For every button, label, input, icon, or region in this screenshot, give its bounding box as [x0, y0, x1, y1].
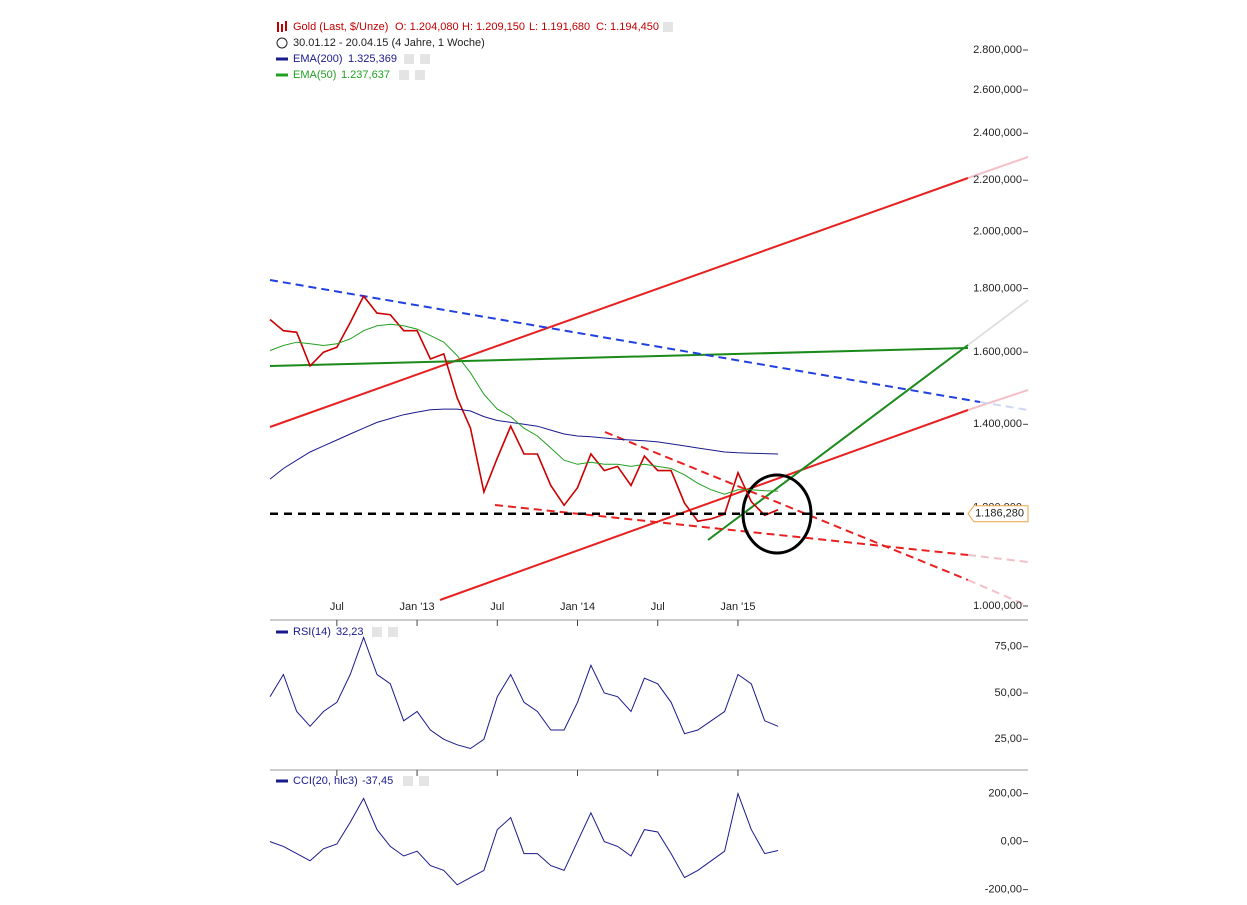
trend-line	[604, 431, 969, 581]
icon-part	[281, 24, 283, 32]
trend-line	[494, 504, 969, 556]
legend-value: 1.325,369	[348, 53, 397, 65]
ohlc-label: L: 1.191,680	[529, 21, 590, 33]
indicator-value: -37,45	[362, 775, 393, 787]
indicator-value: 32,23	[336, 626, 364, 638]
trend-lines	[269, 156, 1029, 607]
trend-line	[269, 177, 969, 428]
y-tick-label: 25,00	[994, 733, 1022, 745]
ema-line	[269, 323, 779, 495]
trend-line	[707, 344, 969, 541]
trend-line	[269, 279, 981, 403]
cci-line	[269, 791, 779, 886]
close-icon[interactable]	[388, 627, 398, 637]
icon-part	[285, 21, 287, 31]
x-tick-label: Jul	[651, 601, 665, 613]
clock-icon	[276, 37, 288, 49]
y-tick-label: 75,00	[994, 641, 1022, 653]
x-tick-label: Jan '13	[399, 601, 434, 613]
highlight-circle	[741, 473, 813, 555]
y-tick-label: 2.600,000	[973, 84, 1022, 96]
close-icon[interactable]	[420, 54, 430, 64]
x-tick-label: Jan '15	[720, 601, 755, 613]
indicator-label: CCI(20, hlc3)	[293, 775, 358, 787]
current-price-box	[967, 505, 1029, 523]
settings-icon[interactable]	[663, 22, 673, 32]
legend-value: 1.237,637	[341, 69, 390, 81]
y-tick-label: 1.800,000	[973, 282, 1022, 294]
trend-line	[967, 554, 1029, 563]
instrument-title: Gold (Last, $/Unze)	[293, 21, 388, 33]
current-price-label: 1.186,280	[975, 508, 1024, 520]
y-tick-label: -200,00	[985, 884, 1022, 896]
settings-icon[interactable]	[372, 627, 382, 637]
y-tick-label: 1.400,000	[973, 418, 1022, 430]
indicator-label: RSI(14)	[293, 626, 331, 638]
y-tick-label: 50,00	[994, 687, 1022, 699]
y-tick-label: 1.000,000	[973, 600, 1022, 612]
trend-line	[967, 156, 1029, 179]
close-icon[interactable]	[419, 776, 429, 786]
ohlc-label: H: 1.209,150	[462, 21, 525, 33]
trend-line	[967, 299, 1029, 346]
settings-icon[interactable]	[404, 54, 414, 64]
legend-label: EMA(50)	[293, 69, 336, 81]
x-tick-label: Jan '14	[560, 601, 595, 613]
y-tick-label: 200,00	[988, 788, 1022, 800]
trend-line	[979, 401, 1029, 411]
legend-label: EMA(200)	[293, 53, 343, 65]
icon-part	[277, 22, 279, 32]
y-tick-label: 2.800,000	[973, 44, 1022, 56]
y-tick-label: 2.400,000	[973, 127, 1022, 139]
trend-line	[967, 389, 1029, 411]
trend-line	[439, 409, 969, 601]
instrument-icon	[277, 21, 287, 32]
trend-line	[967, 579, 1029, 607]
ohlc-label: C: 1.194,450	[596, 21, 659, 33]
rsi-line	[269, 636, 779, 750]
settings-icon[interactable]	[403, 776, 413, 786]
x-tick-label: Jul	[490, 601, 504, 613]
y-tick-label: 2.200,000	[973, 174, 1022, 186]
ema-line	[269, 408, 779, 480]
price-line	[269, 294, 779, 523]
y-tick-label: 1.600,000	[973, 346, 1022, 358]
period-label: 30.01.12 - 20.04.15 (4 Jahre, 1 Woche)	[293, 37, 485, 49]
close-icon[interactable]	[415, 70, 425, 80]
settings-icon[interactable]	[399, 70, 409, 80]
y-tick-label: 2.000,000	[973, 226, 1022, 238]
ohlc-label: O: 1.204,080	[395, 21, 459, 33]
trend-line	[269, 347, 969, 367]
x-tick-label: Jul	[330, 601, 344, 613]
y-tick-label: 0,00	[1001, 836, 1022, 848]
